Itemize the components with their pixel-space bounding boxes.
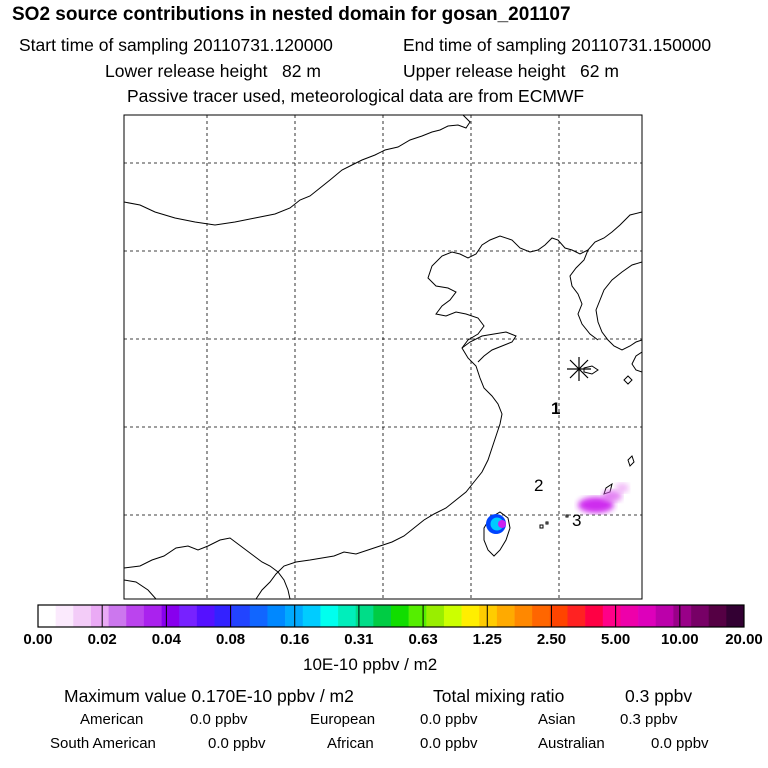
trajectory-marker-3: 3 [572,511,582,530]
colorbar-swatch [638,605,657,627]
colorbar-swatch [708,605,727,627]
colorbar-tick-label: 0.63 [408,631,438,648]
colorbar-swatch [443,605,462,627]
coastlines [124,115,642,599]
colorbar-swatch [55,605,74,627]
colorbar-swatch [214,605,233,627]
colorbar-swatch [38,605,56,627]
colorbar-swatch [285,605,304,627]
colorbar-swatch [338,605,356,627]
concentration-plume [578,483,629,513]
colorbar-swatch [567,605,586,627]
receptor-marker [567,357,591,381]
colorbar-swatch [532,605,551,627]
lower-release-label: Lower release height 82 m [105,61,321,81]
colorbar-swatch [267,605,286,627]
colorbar-swatch [249,605,268,627]
colorbar-tick-label: 0.02 [87,631,117,648]
total-mixing-value: 0.3 ppbv [625,686,693,706]
colorbar-tick-label: 20.00 [725,631,763,648]
colorbar-swatch [179,605,198,627]
start-time-label: Start time of sampling 20110731.120000 [19,35,333,55]
colorbar-swatch [355,605,374,627]
colorbar-swatch [126,605,145,627]
colorbar-swatch [373,605,392,627]
region-name-south-american: South American [50,735,156,752]
region-value-european: 0.0 ppbv [420,711,478,728]
colorbar-swatch [161,605,180,627]
colorbar-tick-label: 0.08 [215,631,246,648]
region-name-asian: Asian [538,711,576,728]
colorbar-tick-label: 5.00 [601,631,631,648]
colorbar-tick-label: 0.00 [23,631,53,648]
region-name-australian: Australian [538,735,605,752]
region-value-asian: 0.3 ppbv [620,711,678,728]
maximum-value-label: Maximum value 0.170E-10 ppbv / m2 [64,686,354,706]
colorbar-swatch [673,605,692,627]
colorbar-unit: 10E-10 ppbv / m2 [303,655,438,674]
colorbar-tick-label: 2.50 [536,631,567,648]
trajectory-marker-2: 2 [534,476,544,495]
region-name-european: European [310,711,376,728]
colorbar-swatch [479,605,498,627]
colorbar [37,604,745,628]
colorbar-tick-label: 1.25 [472,631,502,648]
upper-release-label: Upper release height 62 m [403,61,619,81]
colorbar-swatch [143,605,162,627]
colorbar-swatch [726,605,745,627]
colorbar-tick-label: 0.16 [280,631,310,648]
colorbar-swatch [549,605,568,627]
colorbar-swatch [90,605,109,627]
colorbar-swatch [408,605,427,627]
colorbar-swatch [514,605,533,627]
concentration-hotspot [486,514,506,534]
colorbar-swatch [496,605,515,627]
colorbar-frame [37,604,745,628]
colorbar-swatch [585,605,604,627]
region-value-american: 0.0 ppbv [190,711,248,728]
colorbar-swatch [602,605,621,627]
colorbar-tick-label: 10.00 [661,631,699,648]
colorbar-swatch [73,605,92,627]
colorbar-swatch [391,605,409,627]
colorbar-swatch [108,605,127,627]
region-name-american: American [80,711,144,728]
region-value-australian: 0.0 ppbv [651,735,709,752]
region-value-african: 0.0 ppbv [420,735,478,752]
colorbar-swatch [655,605,674,627]
colorbar-swatch [461,605,480,627]
grid-lines [124,115,642,599]
total-mixing-label: Total mixing ratio [433,686,565,706]
colorbar-tick-label: 0.04 [151,631,181,648]
region-name-african: African [327,735,374,752]
trajectory-marker-1: 1 [551,399,561,418]
chart-title: SO2 source contributions in nested domai… [12,4,571,25]
end-time-label: End time of sampling 20110731.150000 [403,35,712,55]
colorbar-swatch [232,605,251,627]
colorbar-swatch [620,605,639,627]
colorbar-swatch [196,605,215,627]
data-source-label: Passive tracer used, meteorological data… [127,86,585,106]
region-value-south-american: 0.0 ppbv [208,735,266,752]
colorbar-tick-label: 0.31 [344,631,374,648]
colorbar-swatch [320,605,339,627]
colorbar-swatch [426,605,445,627]
colorbar-swatch [691,605,709,627]
colorbar-swatch [302,605,321,627]
